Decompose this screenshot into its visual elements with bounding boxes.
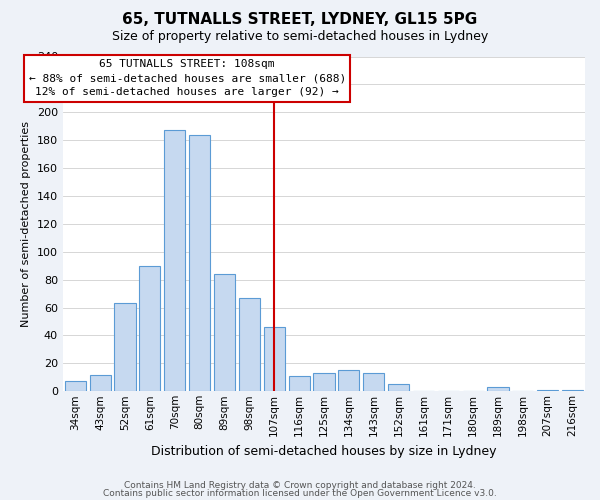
Bar [537,390,558,392]
Bar [487,387,509,392]
Bar [239,298,260,392]
X-axis label: Distribution of semi-detached houses by size in Lydney: Distribution of semi-detached houses by … [151,444,497,458]
Bar [189,134,210,392]
Text: Contains HM Land Registry data © Crown copyright and database right 2024.: Contains HM Land Registry data © Crown c… [124,481,476,490]
Text: 65 TUTNALLS STREET: 108sqm
← 88% of semi-detached houses are smaller (688)
12% o: 65 TUTNALLS STREET: 108sqm ← 88% of semi… [29,60,346,98]
Bar [263,327,285,392]
Bar [363,373,384,392]
Bar [89,374,111,392]
Bar [115,304,136,392]
Bar [65,382,86,392]
Bar [164,130,185,392]
Bar [214,274,235,392]
Bar [562,390,583,392]
Bar [338,370,359,392]
Bar [289,376,310,392]
Bar [388,384,409,392]
Bar [139,266,160,392]
Bar [313,373,335,392]
Text: 65, TUTNALLS STREET, LYDNEY, GL15 5PG: 65, TUTNALLS STREET, LYDNEY, GL15 5PG [122,12,478,28]
Text: Size of property relative to semi-detached houses in Lydney: Size of property relative to semi-detach… [112,30,488,43]
Text: Contains public sector information licensed under the Open Government Licence v3: Contains public sector information licen… [103,488,497,498]
Y-axis label: Number of semi-detached properties: Number of semi-detached properties [21,121,31,327]
